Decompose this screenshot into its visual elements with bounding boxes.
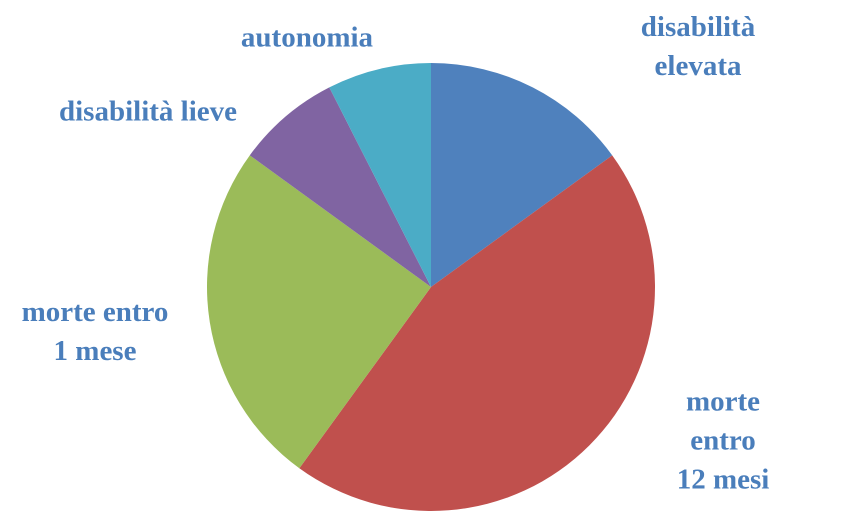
pie-slice bbox=[299, 155, 656, 512]
slice-label: morte entro 12 mesi bbox=[676, 385, 770, 496]
slice-label: disabilità lieve bbox=[58, 95, 238, 128]
slice-label: morte entro 1 mese bbox=[21, 296, 169, 367]
pie-slice bbox=[249, 87, 431, 287]
pie-slice bbox=[207, 155, 431, 469]
pie-slice bbox=[329, 63, 431, 287]
pie-slice bbox=[431, 63, 613, 287]
slice-label: autonomia bbox=[240, 21, 374, 54]
slice-label: disabilità elevata bbox=[640, 11, 756, 82]
